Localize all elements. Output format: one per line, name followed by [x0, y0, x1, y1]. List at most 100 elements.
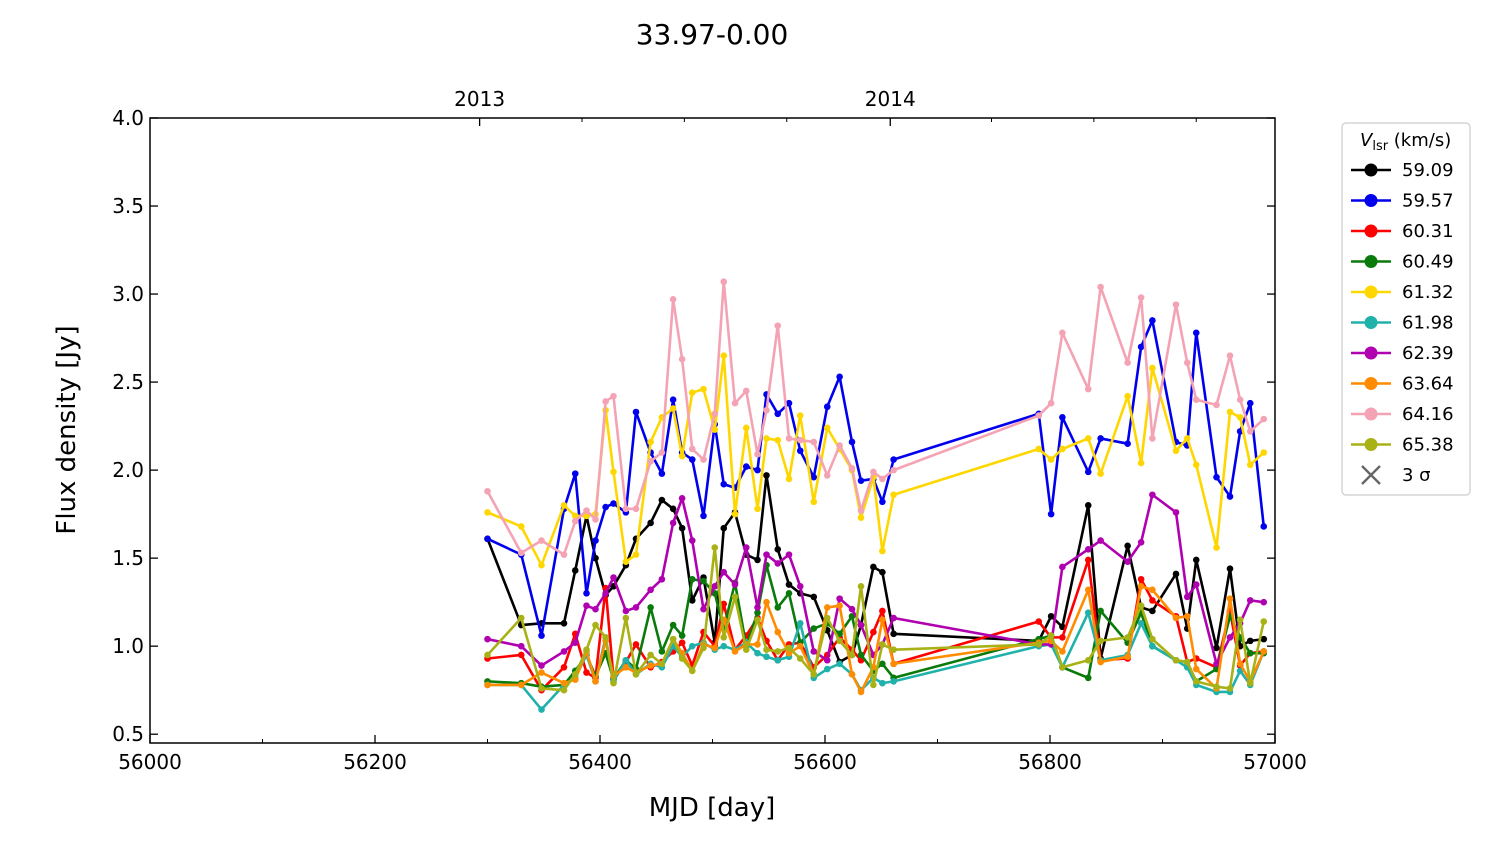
data-point-60.49 [810, 625, 818, 632]
data-point-59.09 [560, 619, 568, 627]
data-point-65.38 [836, 637, 843, 645]
data-point-61.32 [731, 510, 739, 518]
x-tick-label: 56600 [793, 750, 857, 774]
legend-label-62.39: 62.39 [1402, 343, 1454, 364]
data-point-62.39 [678, 494, 686, 502]
data-point-63.64 [1183, 612, 1191, 620]
data-point-59.57 [1149, 317, 1156, 324]
data-point-61.98 [754, 649, 761, 657]
data-point-61.32 [517, 523, 525, 530]
data-point-62.39 [763, 551, 770, 558]
data-point-65.38 [560, 686, 568, 694]
data-point-64.16 [602, 398, 609, 405]
data-point-63.64 [1059, 648, 1066, 655]
legend-frame [1341, 122, 1471, 496]
data-point-62.39 [517, 642, 525, 650]
data-point-59.57 [857, 477, 865, 484]
data-point-64.16 [1172, 301, 1180, 308]
data-point-59.57 [890, 456, 897, 463]
data-point-60.49 [857, 651, 865, 659]
data-point-59.57 [1059, 413, 1066, 421]
data-point-62.39 [742, 544, 750, 551]
data-point-60.31 [720, 600, 728, 608]
data-point-59.57 [810, 473, 818, 481]
data-point-59.57 [848, 438, 856, 446]
data-point-61.32 [647, 438, 654, 446]
data-point-63.64 [622, 663, 630, 671]
data-point-64.16 [1124, 359, 1131, 367]
data-point-64.16 [857, 507, 865, 514]
data-point-60.31 [879, 607, 886, 615]
data-point-63.64 [785, 649, 793, 657]
data-point-63.64 [1097, 658, 1104, 666]
y-tick-label: 1.5 [112, 546, 144, 570]
data-point-64.16 [538, 537, 545, 544]
data-point-59.09 [1047, 612, 1055, 620]
data-point-62.39 [1213, 660, 1220, 668]
data-point-61.32 [583, 512, 590, 520]
data-point-64.16 [836, 442, 843, 449]
data-point-63.64 [774, 628, 782, 636]
data-point-64.16 [823, 472, 831, 479]
legend-marker-59.09 [1364, 163, 1378, 177]
data-point-59.09 [879, 568, 886, 576]
data-point-63.64 [1124, 653, 1131, 661]
legend-marker-60.31 [1364, 224, 1378, 238]
data-point-59.57 [774, 410, 782, 418]
data-point-65.38 [1226, 685, 1234, 692]
y-tick-label: 1.0 [112, 634, 144, 658]
data-point-65.38 [602, 634, 609, 641]
data-point-61.32 [879, 547, 886, 555]
data-point-62.39 [632, 604, 640, 611]
data-point-59.57 [823, 403, 831, 411]
data-point-65.38 [1236, 616, 1244, 624]
data-point-59.57 [658, 470, 666, 477]
data-point-62.39 [700, 605, 707, 613]
data-point-65.38 [700, 644, 707, 652]
data-point-59.57 [538, 632, 545, 639]
data-point-60.31 [517, 651, 525, 659]
data-point-60.49 [658, 648, 666, 655]
data-point-61.32 [1035, 445, 1043, 453]
data-point-64.16 [1137, 294, 1145, 301]
data-point-62.39 [688, 537, 696, 544]
legend-marker-61.32 [1364, 285, 1378, 299]
data-point-60.49 [688, 575, 696, 583]
x-tick-label: 56200 [343, 750, 407, 774]
data-point-64.16 [754, 450, 761, 458]
data-point-63.64 [836, 602, 843, 609]
data-point-61.32 [890, 491, 897, 499]
data-point-60.31 [678, 639, 686, 646]
legend: Vlsr (km/s) 59.09 59.57 60.31 60.49 61.32 61.… [1341, 122, 1471, 496]
data-point-65.38 [538, 685, 545, 692]
data-point-64.16 [571, 517, 579, 525]
data-point-65.38 [669, 635, 677, 643]
legend-marker-60.49 [1364, 255, 1378, 268]
data-point-60.31 [870, 628, 877, 636]
data-point-61.32 [1192, 461, 1200, 469]
data-point-63.64 [857, 688, 865, 696]
data-point-61.98 [1149, 642, 1156, 650]
data-point-65.38 [583, 646, 590, 653]
data-point-64.16 [1213, 401, 1220, 409]
data-point-61.32 [678, 452, 686, 460]
series-line-65.38 [486, 546, 1266, 692]
data-point-64.16 [879, 475, 886, 483]
data-point-65.38 [763, 646, 770, 653]
legend-label-59.09: 59.09 [1402, 160, 1454, 181]
data-point-59.09 [1084, 502, 1092, 509]
data-point-62.39 [583, 602, 590, 609]
data-point-63.64 [1084, 586, 1092, 594]
data-point-64.16 [774, 322, 782, 330]
data-point-62.39 [1084, 546, 1092, 553]
data-point-64.16 [810, 438, 818, 446]
data-point-61.32 [1124, 392, 1131, 400]
data-point-61.32 [711, 426, 719, 433]
data-point-61.98 [622, 656, 630, 664]
data-point-63.64 [763, 598, 770, 606]
data-point-62.39 [1246, 597, 1254, 604]
data-point-61.32 [700, 385, 707, 393]
data-point-61.32 [1084, 435, 1092, 442]
data-point-59.57 [632, 408, 640, 416]
